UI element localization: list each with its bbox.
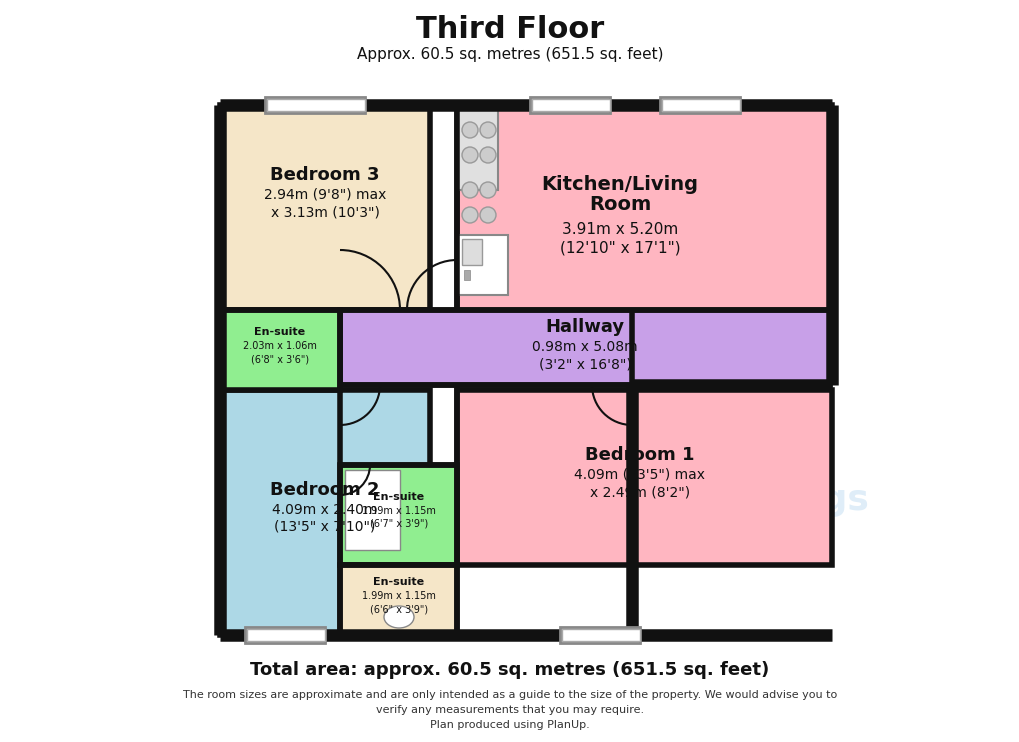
- Text: Kitchen/Living: Kitchen/Living: [541, 176, 698, 194]
- Circle shape: [462, 182, 478, 198]
- Bar: [339, 565, 457, 635]
- Bar: [457, 105, 832, 375]
- Text: (6'7" x 3'9"): (6'7" x 3'9"): [370, 519, 428, 529]
- Text: verify any measurements that you may require.: verify any measurements that you may req…: [376, 705, 643, 715]
- Text: 2.03m x 1.06m: 2.03m x 1.06m: [243, 341, 317, 351]
- Circle shape: [462, 122, 478, 138]
- Bar: [458, 110, 497, 190]
- Ellipse shape: [383, 606, 414, 628]
- Circle shape: [480, 147, 495, 163]
- Bar: [659, 97, 739, 113]
- Text: x 2.49m (8'2"): x 2.49m (8'2"): [589, 485, 690, 499]
- Text: En-suite: En-suite: [373, 577, 424, 587]
- Bar: [559, 627, 639, 643]
- Bar: [247, 629, 325, 641]
- Text: Bedroom 1: Bedroom 1: [585, 446, 694, 464]
- Text: (3'2" x 16'8"): (3'2" x 16'8"): [538, 357, 631, 371]
- Text: The room sizes are approximate and are only intended as a guide to the size of t: The room sizes are approximate and are o…: [182, 690, 837, 700]
- Bar: [245, 627, 325, 643]
- Text: Bedroom 2: Bedroom 2: [270, 481, 379, 499]
- Text: Room: Room: [588, 195, 650, 214]
- Text: En-suite: En-suite: [373, 492, 424, 502]
- Circle shape: [462, 147, 478, 163]
- Bar: [458, 235, 507, 295]
- Bar: [561, 629, 639, 641]
- Text: Approx. 60.5 sq. metres (651.5 sq. feet): Approx. 60.5 sq. metres (651.5 sq. feet): [357, 47, 662, 62]
- Text: 4.09m (13'5") max: 4.09m (13'5") max: [574, 468, 705, 482]
- Text: 1.99m x 1.15m: 1.99m x 1.15m: [362, 591, 435, 601]
- Bar: [464, 270, 470, 280]
- Text: Plan produced using PlanUp.: Plan produced using PlanUp.: [430, 720, 589, 730]
- Text: Third Floor: Third Floor: [416, 16, 603, 45]
- Bar: [267, 99, 365, 111]
- Bar: [661, 99, 739, 111]
- Text: 3.91m x 5.20m: 3.91m x 5.20m: [561, 223, 678, 237]
- Circle shape: [462, 207, 478, 223]
- Text: (6'6" x 3'9"): (6'6" x 3'9"): [370, 604, 428, 614]
- Circle shape: [480, 122, 495, 138]
- Bar: [339, 310, 829, 385]
- Text: Graham's
Sales and Lettings: Graham's Sales and Lettings: [490, 443, 868, 516]
- Text: Bedroom 3: Bedroom 3: [270, 166, 379, 184]
- Bar: [530, 97, 609, 113]
- Circle shape: [480, 207, 495, 223]
- Bar: [220, 390, 430, 635]
- Bar: [462, 239, 482, 265]
- Text: Hallway: Hallway: [545, 318, 624, 336]
- Circle shape: [480, 182, 495, 198]
- Bar: [344, 470, 399, 550]
- Text: En-suite: En-suite: [254, 327, 306, 337]
- Bar: [220, 310, 339, 390]
- Text: (6'8" x 3'6"): (6'8" x 3'6"): [251, 354, 309, 364]
- Text: 0.98m x 5.08m: 0.98m x 5.08m: [532, 340, 637, 354]
- Bar: [457, 390, 832, 565]
- Text: (12'10" x 17'1"): (12'10" x 17'1"): [559, 240, 680, 255]
- Text: x 3.13m (10'3"): x 3.13m (10'3"): [270, 205, 379, 219]
- Bar: [265, 97, 365, 113]
- Bar: [220, 105, 430, 310]
- Text: 1.99m x 1.15m: 1.99m x 1.15m: [362, 506, 435, 516]
- Bar: [339, 465, 457, 565]
- Text: 2.94m (9'8") max: 2.94m (9'8") max: [264, 188, 386, 202]
- Text: (13'5" x 7'10"): (13'5" x 7'10"): [274, 520, 375, 534]
- Text: Total area: approx. 60.5 sq. metres (651.5 sq. feet): Total area: approx. 60.5 sq. metres (651…: [250, 661, 769, 679]
- Text: 4.09m x 2.40m: 4.09m x 2.40m: [272, 503, 377, 517]
- Bar: [532, 99, 609, 111]
